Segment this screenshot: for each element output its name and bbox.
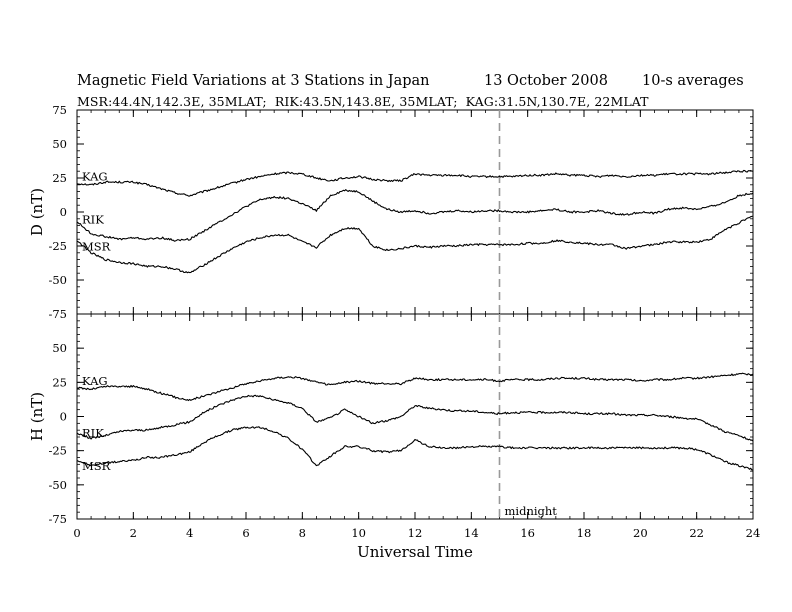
panel-h-frame xyxy=(76,313,754,520)
midnight-annotation: midnight xyxy=(505,504,558,518)
x-tick-label: 20 xyxy=(633,526,648,540)
y-tick-label: 0 xyxy=(60,410,67,424)
x-tick-label: 8 xyxy=(299,526,306,540)
x-tick-label: 10 xyxy=(351,526,366,540)
y-tick-label: -75 xyxy=(48,512,67,526)
series-kag-h xyxy=(76,372,754,402)
y-tick-label: 50 xyxy=(52,137,67,151)
x-tick-label: 0 xyxy=(73,526,80,540)
series-label-kag-d: KAG xyxy=(82,169,108,183)
y-tick-label: -75 xyxy=(48,307,67,321)
series-label-rik-d: RIK xyxy=(82,213,104,227)
series-label-msr-d: MSR xyxy=(82,240,111,254)
y-tick-label: 0 xyxy=(60,205,67,219)
chart-title: Magnetic Field Variations at 3 Stations … xyxy=(77,73,430,89)
series-label-msr-h: MSR xyxy=(82,459,111,473)
y-tick-label: 25 xyxy=(52,171,67,185)
x-tick-label: 2 xyxy=(130,526,137,540)
y-tick-label: -25 xyxy=(48,444,67,458)
y-axis-label-h: H (nT) xyxy=(28,392,46,441)
series-label-rik-h: RIK xyxy=(82,426,104,440)
series-label-kag-h: KAG xyxy=(82,374,108,388)
y-tick-label: -25 xyxy=(48,239,67,253)
y-axis-label-d: D (nT) xyxy=(28,188,46,236)
x-tick-label: 24 xyxy=(746,526,761,540)
series-msr-h xyxy=(76,426,754,471)
x-tick-label: 4 xyxy=(186,526,193,540)
station-info: MSR:44.4N,142.3E, 35MLAT; RIK:43.5N,143.… xyxy=(77,94,649,109)
series-rik-h xyxy=(76,394,754,442)
series-rik-d xyxy=(76,189,754,242)
y-tick-label: 50 xyxy=(52,341,67,355)
x-tick-label: 14 xyxy=(464,526,479,540)
y-tick-label: -50 xyxy=(48,478,67,492)
series-msr-d xyxy=(76,215,754,274)
y-tick-label: 75 xyxy=(52,103,67,117)
x-tick-label: 22 xyxy=(689,526,704,540)
x-tick-label: 6 xyxy=(242,526,249,540)
y-tick-label: 25 xyxy=(52,375,67,389)
x-tick-label: 12 xyxy=(408,526,423,540)
chart-date: 13 October 2008 xyxy=(484,73,608,89)
panel-d: -75 -50 -25 0 25 50 75 D (nT) KAG RIK MSR xyxy=(28,103,754,321)
x-axis-label: Universal Time xyxy=(357,543,473,561)
y-tick-label: -50 xyxy=(48,273,67,287)
x-tick-label: 18 xyxy=(577,526,592,540)
series-kag-d xyxy=(76,169,754,197)
x-tick-label: 16 xyxy=(520,526,535,540)
averaging-label: 10-s averages xyxy=(642,73,744,89)
